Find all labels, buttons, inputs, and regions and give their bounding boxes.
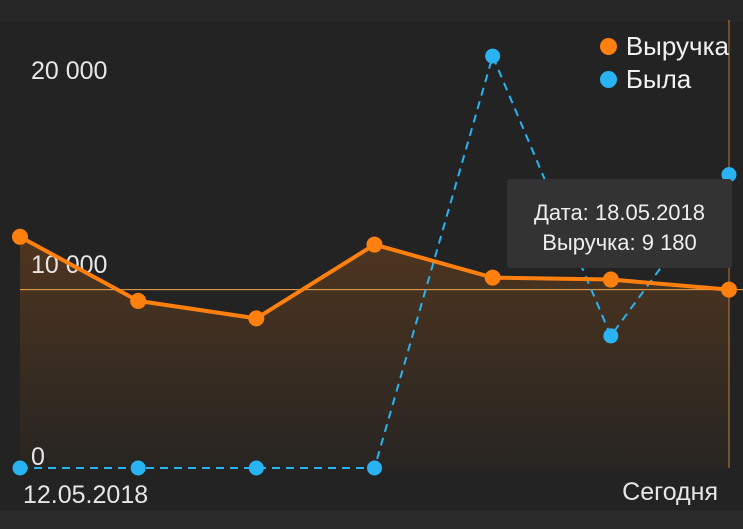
legend-dot-revenue: [599, 38, 617, 55]
revenue-series-layer: [12, 228, 737, 327]
revenue-area: [20, 236, 729, 468]
revenue-point-1[interactable]: [130, 292, 147, 309]
legend-dot-was: [599, 71, 617, 88]
legend-item-was[interactable]: Была: [599, 63, 729, 96]
revenue-point-4[interactable]: [484, 269, 501, 286]
was-point-4[interactable]: [485, 48, 501, 64]
legend-item-revenue[interactable]: Выручка: [599, 30, 729, 63]
was-point-6[interactable]: [721, 167, 737, 183]
y-tick-label-0: 0: [31, 443, 45, 471]
revenue-area-layer: [20, 236, 729, 468]
was-point-2[interactable]: [248, 460, 264, 476]
tooltip-date: Дата: 18.05.2018: [533, 200, 706, 225]
chart-legend: Выручка Была: [599, 30, 729, 96]
was-point-3[interactable]: [367, 460, 382, 476]
y-tick-label-20000: 20 000: [31, 57, 107, 85]
was-point-5[interactable]: [603, 328, 619, 344]
revenue-point-6[interactable]: [721, 281, 737, 298]
top-strip: [0, 0, 743, 22]
legend-label-was: Была: [625, 64, 692, 94]
was-point-1[interactable]: [130, 460, 146, 476]
revenue-point-2[interactable]: [248, 310, 265, 327]
data-tooltip: Дата: 18.05.2018 Выручка: 9 180: [507, 179, 732, 268]
legend-label-revenue: Выручка: [625, 31, 729, 61]
revenue-point-0[interactable]: [12, 228, 28, 245]
revenue-point-5[interactable]: [602, 271, 619, 288]
was-series-layer: [12, 48, 737, 476]
tooltip-value: Выручка: 9 180: [542, 230, 697, 255]
was-point-0[interactable]: [12, 460, 28, 476]
revenue-point-3[interactable]: [366, 236, 383, 253]
x-tick-label-first: 12.05.2018: [23, 481, 148, 509]
bottom-strip: [0, 510, 743, 529]
x-tick-label-last: Сегодня: [622, 478, 718, 506]
